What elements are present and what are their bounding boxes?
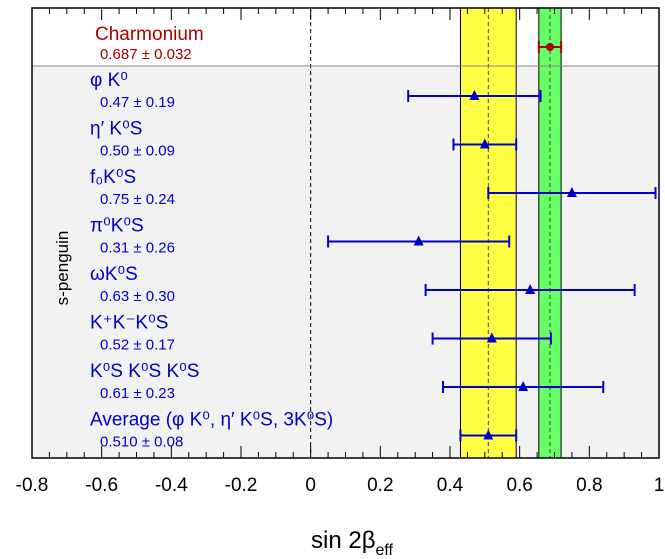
measurement-6-value: 0.61 ± 0.23 — [100, 385, 175, 402]
measurement-1-value: 0.50 ± 0.09 — [100, 143, 175, 160]
charmonium-label: Charmonium — [95, 24, 204, 45]
measurement-1-label: η′ K⁰S — [90, 119, 142, 140]
measurement-2-marker — [566, 187, 577, 197]
measurement-7-marker — [483, 429, 494, 440]
measurement-2-label: f₀K⁰S — [90, 167, 136, 188]
x-tick-label: 0.8 — [576, 475, 602, 496]
measurement-5-marker — [486, 332, 497, 343]
measurement-0-value: 0.47 ± 0.19 — [100, 94, 175, 111]
x-tick-label: 0.4 — [437, 475, 464, 496]
x-tick-label: 0.2 — [367, 475, 393, 496]
x-tick-label: -0.4 — [155, 475, 188, 496]
measurement-0-marker — [469, 90, 480, 100]
measurement-4-label: ωK⁰S — [90, 264, 138, 285]
x-axis-title: sin 2βeff — [311, 527, 394, 559]
x-tick-label: -0.6 — [85, 475, 118, 496]
measurement-1-marker — [479, 138, 490, 149]
measurement-5-value: 0.52 ± 0.17 — [100, 337, 175, 354]
measurement-4-marker — [525, 284, 536, 294]
charmonium-marker — [545, 43, 554, 51]
group-label-s-penguin: s-penguin — [53, 231, 72, 306]
x-tick-label: 0.6 — [506, 475, 532, 496]
measurement-2-value: 0.75 ± 0.24 — [100, 191, 175, 208]
measurement-7-value: 0.510 ± 0.08 — [100, 434, 183, 451]
measurement-5-label: K⁺K⁻K⁰S — [90, 313, 168, 334]
measurement-4-value: 0.63 ± 0.30 — [100, 288, 175, 305]
x-tick-label: 1 — [654, 475, 665, 496]
x-tick-label: -0.8 — [16, 475, 49, 496]
measurement-3-value: 0.31 ± 0.26 — [100, 240, 175, 257]
measurement-3-label: π⁰K⁰S — [90, 216, 144, 237]
measurement-6-label: K⁰S K⁰S K⁰S — [90, 361, 199, 382]
measurement-7-label: Average (φ K⁰, η′ K⁰S, 3K⁰S) — [90, 410, 333, 431]
x-tick-label: -0.2 — [225, 475, 258, 496]
measurement-6-marker — [518, 381, 529, 391]
charmonium-value: 0.687 ± 0.032 — [100, 46, 192, 63]
measurement-3-marker — [413, 235, 424, 246]
measurement-0-label: φ K⁰ — [90, 70, 128, 91]
x-tick-label: 0 — [305, 475, 316, 496]
